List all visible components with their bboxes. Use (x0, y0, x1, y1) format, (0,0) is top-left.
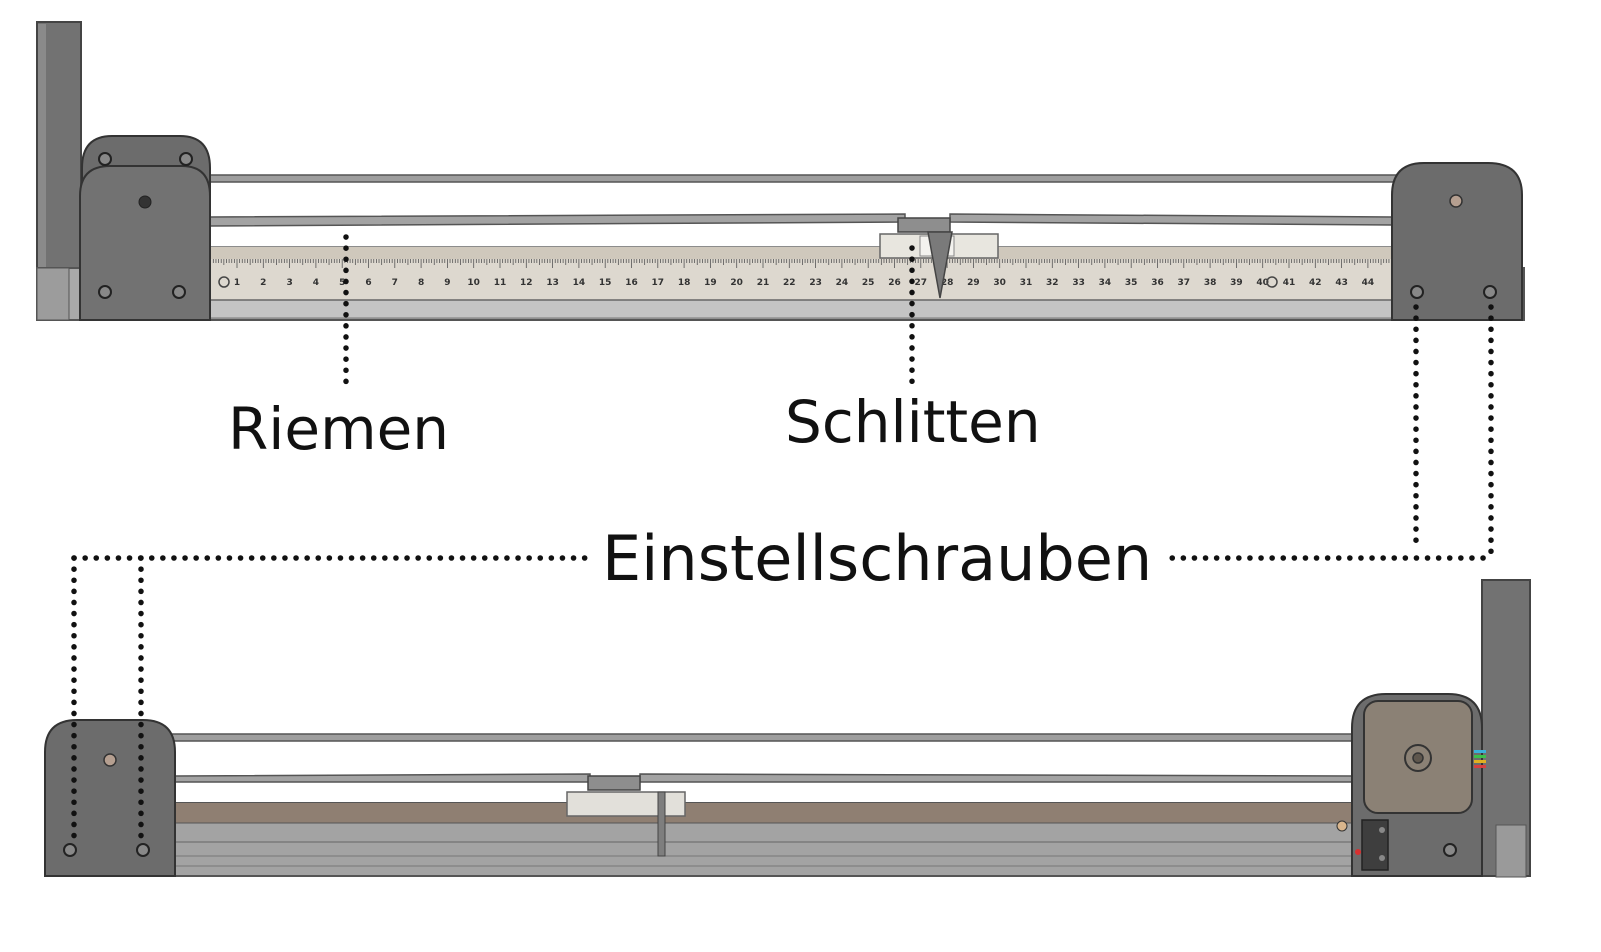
scale-number: 13 (546, 278, 559, 288)
top-carriage (879, 217, 999, 299)
scale-number: 33 (1072, 278, 1085, 288)
label-belt: Riemen (228, 395, 450, 463)
adjusting-screw (63, 843, 77, 857)
scale-number: 17 (652, 278, 665, 288)
bottom-right-motor-block (1336, 579, 1531, 878)
scale-number: 29 (967, 278, 980, 288)
scale-number: 9 (444, 278, 450, 288)
adjusting-screw (1483, 285, 1497, 299)
label-carriage: Schlitten (785, 388, 1041, 456)
scale-number: 2 (260, 278, 266, 288)
carriage-pointer (927, 231, 953, 299)
bottom-belt (174, 773, 1356, 783)
scale-number: 26 (888, 278, 901, 288)
limit-switch (1361, 819, 1389, 871)
bottom-carriage (566, 775, 686, 857)
scale-number: 23 (809, 278, 822, 288)
adjusting-screw (136, 843, 150, 857)
scale-number: 40 (1256, 278, 1269, 288)
bottom-assembly (44, 579, 1531, 878)
scale-number: 39 (1230, 278, 1243, 288)
top-guide-rod (199, 174, 1401, 183)
scale-number: 20 (730, 278, 743, 288)
scale-number: 22 (783, 278, 796, 288)
scale-number: 28 (941, 278, 954, 288)
scale-number: 24 (836, 278, 849, 288)
top-left-end-block (79, 135, 211, 321)
scale-number: 16 (625, 278, 638, 288)
scale-number: 42 (1309, 278, 1322, 288)
scale-number: 31 (1020, 278, 1033, 288)
scale-numbers: 1 2 3 4 5 6 7 8 9 10 11 12 13 14 15 16 17 18 19 20 21 22 23 24 2… (234, 278, 1374, 288)
scale-screw-right (1266, 276, 1278, 288)
scale-number: 43 (1335, 278, 1348, 288)
scale-number: 44 (1362, 278, 1375, 288)
leader-lines (71, 234, 1494, 843)
scale-number: 10 (467, 278, 480, 288)
scale-number: 8 (418, 278, 424, 288)
top-right-end-block (1391, 162, 1523, 321)
scale-number: 4 (313, 278, 319, 288)
scale-number: 1 (234, 278, 240, 288)
scale-number: 14 (573, 278, 586, 288)
scale-number: 37 (1178, 278, 1191, 288)
scale-number: 19 (704, 278, 717, 288)
scale-number: 18 (678, 278, 691, 288)
scale-number: 3 (286, 278, 292, 288)
bottom-guide-rod (169, 733, 1361, 742)
bottom-left-end-block (44, 719, 176, 877)
adjusting-screw (1410, 285, 1424, 299)
scale-screw-left (218, 276, 230, 288)
scale-number: 25 (862, 278, 875, 288)
scale-number: 41 (1283, 278, 1296, 288)
scale-number: 38 (1204, 278, 1217, 288)
scale-number: 5 (339, 278, 345, 288)
scale-number: 7 (392, 278, 398, 288)
scale-number: 12 (520, 278, 533, 288)
scale-number: 27 (915, 278, 928, 288)
scale-number: 32 (1046, 278, 1059, 288)
scale-number: 34 (1099, 278, 1112, 288)
scale-number: 15 (599, 278, 612, 288)
label-adjusting-screws: Einstellschrauben (588, 528, 1167, 590)
scale-number: 30 (993, 278, 1006, 288)
scale-number: 35 (1125, 278, 1138, 288)
scale-number: 6 (365, 278, 371, 288)
scale-number: 36 (1151, 278, 1164, 288)
scale-number: 11 (494, 278, 507, 288)
top-belt (209, 213, 1393, 227)
top-assembly: 1 2 3 4 5 6 7 8 9 10 11 12 13 14 15 16 17 18 19 20 21 22 23 24 2… (36, 21, 1525, 321)
scale-number: 21 (757, 278, 770, 288)
